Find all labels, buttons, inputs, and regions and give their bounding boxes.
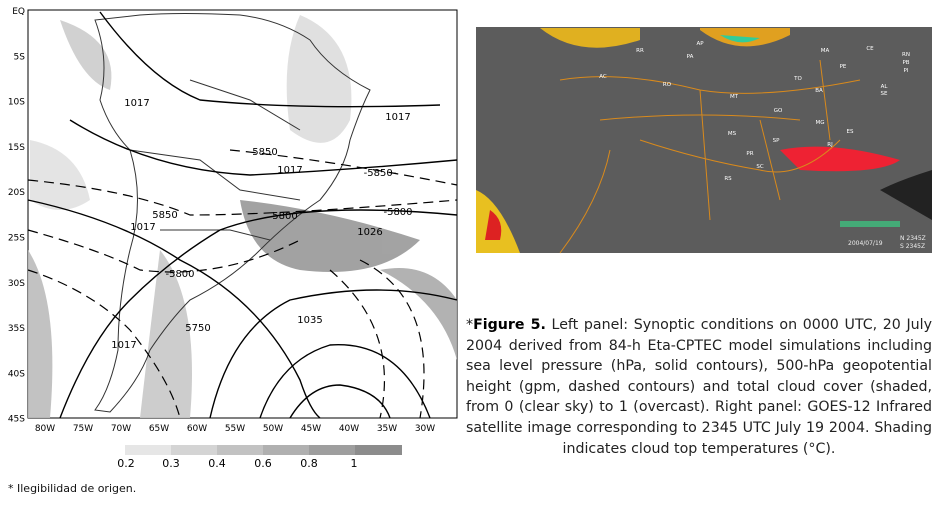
colorbar	[125, 445, 402, 455]
lon-label: 45W	[301, 424, 321, 434]
coastline	[94, 13, 371, 413]
lat-label: 20S	[8, 188, 25, 198]
contour-label: -5850-	[364, 168, 397, 179]
contour-label: -5800	[383, 207, 412, 218]
state-label: PE	[840, 64, 847, 70]
contour-label: 5850	[252, 147, 277, 158]
state-label: PA	[687, 54, 694, 60]
state-label: RS	[724, 176, 732, 182]
state-label: PB	[902, 60, 909, 66]
image-time: S 2345Z	[900, 243, 925, 250]
state-label: MT	[730, 94, 739, 100]
contour-label: 1017	[111, 340, 136, 351]
contour-label: 1026	[357, 227, 382, 238]
lat-label: 30S	[8, 279, 25, 289]
colorbar-label: 0.6	[254, 457, 272, 470]
lon-label: 65W	[149, 424, 169, 434]
contour-label: 1017	[277, 165, 302, 176]
caption-marker: *	[466, 317, 474, 333]
state-label: AP	[696, 41, 704, 47]
contour-label: 1017	[385, 112, 410, 123]
lat-label: EQ	[12, 7, 25, 17]
figure-panels: EQ 5S 10S 15S 20S 25S 30S 35S 40S 45S 80W 75W 70W 65W…	[8, 7, 932, 470]
contour-label: 1017	[124, 98, 149, 109]
colorbar-label: 0.4	[208, 457, 226, 470]
state-label: TO	[793, 76, 802, 82]
state-label: RJ	[827, 142, 833, 148]
cloud-tops	[476, 28, 932, 253]
state-label: PR	[746, 151, 753, 157]
colorbar-label: 0.8	[300, 457, 318, 470]
contour-label: 5750	[185, 323, 210, 334]
caption-text: Left panel: Synoptic conditions on 0000 …	[466, 317, 932, 457]
state-label: CE	[866, 46, 874, 52]
image-date: 2004/07/19	[848, 240, 883, 247]
contour-label: 5850	[152, 210, 177, 221]
lat-label: 10S	[8, 98, 25, 108]
state-label: MA	[821, 48, 830, 54]
state-label: AC	[599, 74, 607, 80]
state-label: RR	[636, 48, 644, 54]
lon-label: 30W	[415, 424, 435, 434]
cloud-shading	[28, 15, 457, 418]
lon-label: 70W	[111, 424, 131, 434]
colorbar-label: 1	[351, 457, 358, 470]
colorbar-label: 0.3	[162, 457, 180, 470]
lat-label: 15S	[8, 143, 25, 153]
footnote: * Ilegibilidad de origen.	[8, 482, 137, 495]
lat-label: 35S	[8, 324, 25, 334]
lat-label: 45S	[8, 415, 25, 425]
state-label: SC	[756, 164, 763, 170]
lat-label: 40S	[8, 369, 25, 379]
state-label: SP	[773, 138, 780, 144]
image-time: N 2345Z	[900, 235, 926, 242]
lat-label: 25S	[8, 234, 25, 244]
lon-label: 40W	[339, 424, 359, 434]
contour-label: 5800	[272, 211, 297, 222]
state-label: GO	[774, 108, 783, 114]
state-label: SE	[881, 91, 888, 97]
state-borders	[559, 59, 861, 254]
state-label: RN	[902, 52, 910, 58]
state-label: MG	[815, 120, 824, 126]
contour-label: 1017	[130, 222, 155, 233]
state-label: MS	[728, 131, 737, 137]
state-label: BA	[815, 88, 823, 94]
colorbar-label: 0.2	[117, 457, 135, 470]
state-label: ES	[847, 129, 854, 135]
contour-label: 1035	[297, 315, 322, 326]
pressure-contours	[27, 11, 458, 419]
contour-label: -5800	[165, 269, 194, 280]
lon-label: 80W	[35, 424, 55, 434]
state-label: PI	[904, 68, 909, 74]
height-contours	[27, 149, 458, 419]
lon-label: 75W	[73, 424, 93, 434]
lat-label: 5S	[14, 52, 26, 62]
caption: *Figure 5. Left panel: Synoptic conditio…	[466, 315, 932, 459]
state-label: AL	[881, 84, 889, 90]
caption-label: Figure 5.	[473, 317, 546, 333]
lon-label: 50W	[263, 424, 283, 434]
lon-label: 55W	[225, 424, 245, 434]
lon-label: 60W	[187, 424, 207, 434]
lon-label: 35W	[377, 424, 397, 434]
state-label: RO	[663, 82, 672, 88]
